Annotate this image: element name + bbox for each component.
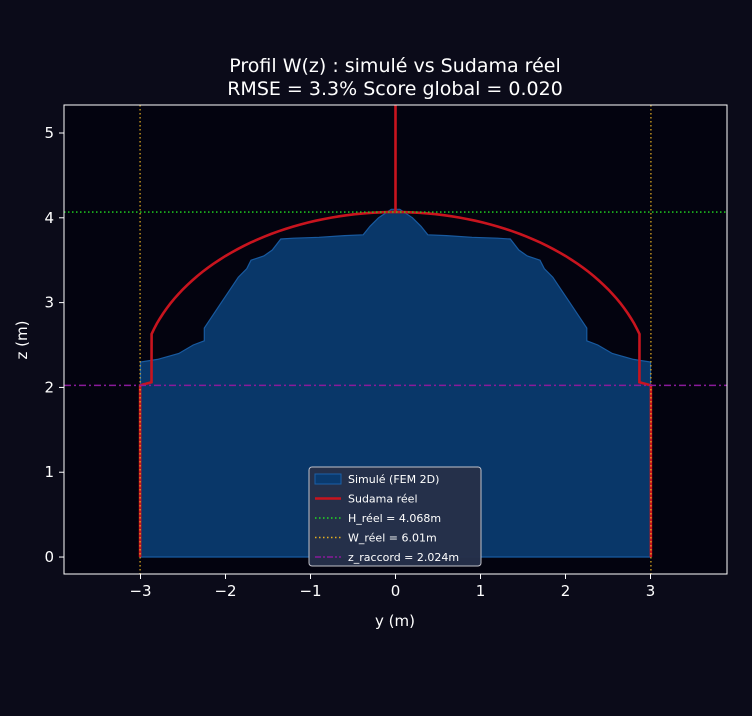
y-tick-label: 2: [44, 378, 54, 396]
legend-label: Simulé (FEM 2D): [348, 473, 439, 486]
axis-ticks: −3 −2 −1 0 1 2 3 0 1 2 3 4 5: [44, 124, 655, 600]
x-axis-label: y (m): [375, 612, 415, 630]
legend: Simulé (FEM 2D) Sudama réel H_réel = 4.068…: [308, 466, 482, 567]
x-tick-label: −3: [129, 582, 151, 600]
y-tick-label: 4: [44, 209, 54, 227]
y-tick-label: 5: [44, 124, 54, 142]
simulated-area: [139, 208, 652, 558]
legend-label: Sudama réel: [348, 493, 418, 506]
legend-label: W_réel = 6.01m: [348, 532, 437, 545]
y-axis-label: z (m): [13, 321, 31, 360]
y-tick-label: 1: [44, 463, 54, 481]
x-tick-label: 0: [391, 582, 401, 600]
chart-title: Profil W(z) : simulé vs Sudama réel: [229, 55, 560, 77]
legend-label: H_réel = 4.068m: [348, 512, 441, 525]
x-tick-label: −2: [214, 582, 236, 600]
y-tick-label: 0: [44, 548, 54, 566]
x-tick-label: 1: [476, 582, 486, 600]
x-tick-label: 3: [646, 582, 656, 600]
legend-label: z_raccord = 2.024m: [348, 551, 459, 564]
x-tick-label: 2: [561, 582, 571, 600]
y-tick-label: 3: [44, 294, 54, 312]
plot-marks: [64, 105, 727, 574]
x-tick-label: −1: [299, 582, 321, 600]
legend-box: [308, 466, 482, 567]
legend-swatch-simulated: [314, 473, 342, 485]
chart-subtitle: RMSE = 3.3% Score global = 0.020: [227, 78, 563, 100]
